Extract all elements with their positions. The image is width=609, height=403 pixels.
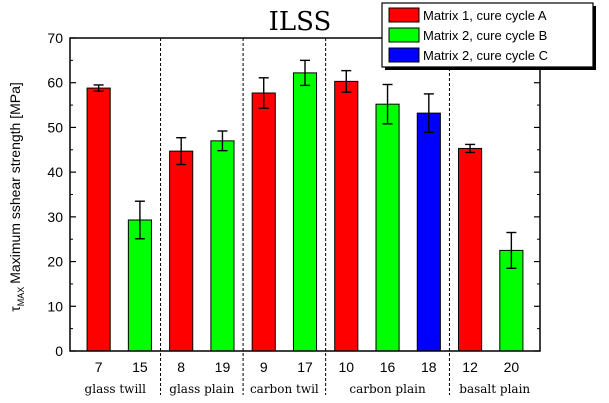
bar-7 — [86, 87, 111, 352]
bar-label-10: 10 — [338, 359, 354, 375]
bar-9 — [251, 92, 276, 352]
legend-swatch-A — [388, 7, 420, 23]
bar-label-15: 15 — [132, 359, 148, 375]
error-bar-7 — [93, 84, 104, 92]
bar-10 — [334, 80, 359, 352]
bar-label-12: 12 — [462, 359, 478, 375]
group-label-carbon-twil: carbon twil — [250, 382, 319, 396]
y-tick-label-70: 70 — [47, 30, 63, 46]
y-tick-label-30: 30 — [47, 209, 63, 225]
y-tick-label-40: 40 — [47, 164, 63, 180]
group-separators — [160, 38, 450, 395]
y-axis-label-symbol: τ — [7, 306, 23, 312]
group-label-carbon-plain: carbon plain — [349, 382, 426, 396]
bar-17 — [292, 72, 318, 352]
bar-label-9: 9 — [260, 359, 268, 375]
error-bar-9 — [258, 77, 269, 109]
y-tick-label-60: 60 — [47, 75, 63, 91]
bar-label-20: 20 — [504, 359, 520, 375]
bar-18 — [416, 112, 441, 352]
y-tick-label-0: 0 — [55, 343, 63, 359]
error-bar-15 — [134, 200, 145, 240]
y-axis-label-text: Maximum sshear strength [MPa] — [7, 82, 23, 284]
legend-swatch-B — [388, 27, 420, 43]
legend: Matrix 1, cure cycle A Matrix 2, cure cyc… — [381, 2, 596, 70]
error-bar-20 — [506, 231, 517, 269]
y-axis-label: τMAX Maximum sshear strength [MPa] — [7, 82, 26, 312]
bar-19 — [210, 140, 235, 352]
y-tick-label-20: 20 — [47, 254, 63, 270]
error-bar-12 — [465, 143, 476, 154]
error-bar-8 — [176, 137, 187, 166]
y-tick-label-10: 10 — [47, 298, 63, 314]
legend-label-B: Matrix 2, cure cycle B — [423, 28, 547, 43]
bar-label-19: 19 — [215, 359, 231, 375]
bar-8 — [169, 150, 194, 352]
group-label-glass-plain: glass plain — [169, 382, 234, 396]
bars-layer — [86, 59, 524, 352]
legend-label-A: Matrix 1, cure cycle A — [423, 8, 547, 23]
group-label-glass-twill: glass twill — [85, 382, 147, 396]
bar-label-18: 18 — [421, 359, 437, 375]
error-bar-19 — [217, 130, 228, 152]
bar-label-17: 17 — [297, 359, 313, 375]
group-label-basalt-plain: basalt plain — [459, 382, 530, 396]
y-axis-label-subscript: MAX — [16, 287, 26, 307]
tick-labels: 7 15 8 19 9 17 10 16 18 12 20 glass twill glass plai… — [47, 30, 530, 396]
legend-label-C: Matrix 2, cure cycle C — [423, 48, 548, 63]
bar-label-8: 8 — [177, 359, 185, 375]
bar-label-7: 7 — [95, 359, 103, 375]
y-tick-label-50: 50 — [47, 119, 63, 135]
error-bar-10 — [341, 69, 352, 93]
error-bar-17 — [300, 59, 310, 87]
legend-swatch-C — [388, 47, 420, 63]
bar-16 — [375, 103, 400, 352]
bar-12 — [458, 147, 483, 352]
bar-15 — [127, 219, 152, 352]
bar-label-16: 16 — [380, 359, 396, 375]
error-bar-18 — [423, 93, 434, 134]
chart-title: ILSS — [269, 7, 332, 37]
axes — [69, 37, 541, 352]
error-bar-16 — [382, 83, 393, 125]
